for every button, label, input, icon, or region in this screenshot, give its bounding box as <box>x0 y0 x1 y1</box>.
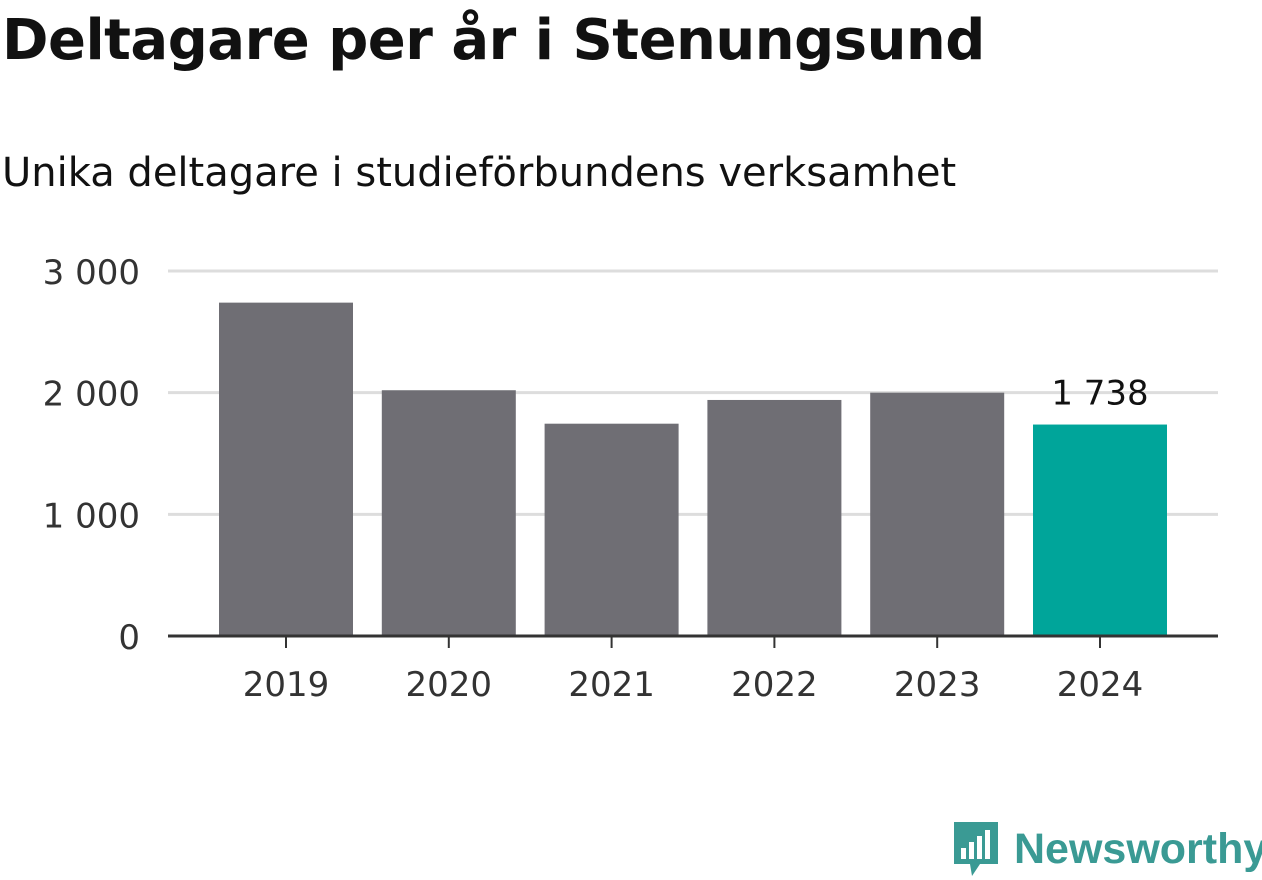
bar-2024 <box>1033 424 1167 636</box>
bar-2020 <box>381 390 516 636</box>
x-tick-label-2019: 2019 <box>243 665 330 705</box>
bar-2021 <box>544 423 679 636</box>
x-tick-label-2023: 2023 <box>894 665 981 705</box>
y-tick-label-1000: 1 000 <box>43 496 140 536</box>
newsworthy-logo-icon <box>954 822 998 876</box>
x-tick-label-2020: 2020 <box>406 665 493 705</box>
x-tick-label-2024: 2024 <box>1057 665 1144 705</box>
y-tick-label-2000: 2 000 <box>43 375 140 415</box>
chart-subtitle: Unika deltagare i studieförbundens verks… <box>2 150 957 196</box>
bar-2022 <box>707 399 842 636</box>
bar-2023 <box>870 392 1005 636</box>
y-tick-label-3000: 3 000 <box>43 253 140 293</box>
bar-2019 <box>219 302 353 636</box>
brand-logo: Newsworthy <box>950 818 1262 880</box>
data-label-2024: 1 738 <box>1051 374 1148 414</box>
y-tick-label-0: 0 <box>118 618 140 658</box>
brand-name: Newsworthy <box>1014 824 1262 873</box>
x-tick-label-2021: 2021 <box>568 665 655 705</box>
chart-title: Deltagare per år i Stenungsund <box>2 8 985 73</box>
x-tick-label-2022: 2022 <box>731 665 818 705</box>
